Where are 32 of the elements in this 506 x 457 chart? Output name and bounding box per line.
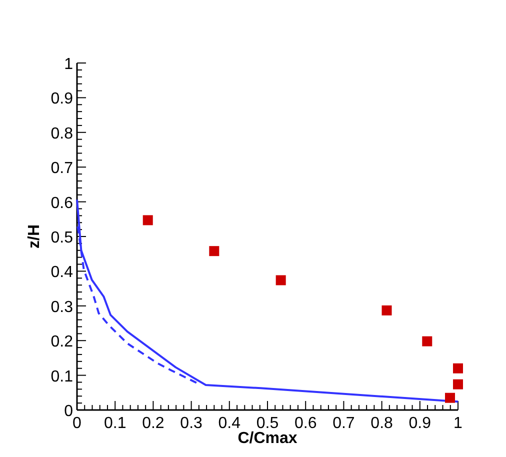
y-axis-title: z/H (26, 224, 43, 248)
x-tick-label: 0.5 (256, 415, 279, 432)
point (209, 246, 220, 256)
y-tick-label: 0.9 (50, 90, 74, 108)
y-tick-label: 0.2 (50, 334, 74, 351)
point (453, 363, 463, 374)
x-tick-label: 0.6 (294, 415, 317, 432)
x-tick-label: 1 (454, 415, 463, 432)
point (445, 392, 455, 403)
y-tick-label: 0.7 (50, 160, 74, 178)
x-tick-label: 0.4 (218, 415, 241, 432)
y-tick-label: 0 (64, 403, 74, 420)
y-tick-label: 0.6 (50, 194, 74, 212)
y-tick-label: 1 (64, 56, 74, 73)
x-tick-label: 0.3 (180, 415, 203, 432)
x-tick-label: 0.2 (142, 415, 164, 432)
y-tick-label: 0.8 (50, 125, 74, 142)
point (142, 215, 153, 226)
x-tick-label: 0.1 (104, 415, 126, 432)
point (422, 336, 432, 346)
point (276, 275, 286, 286)
x-tick-label: 0.7 (332, 415, 355, 432)
y-tick-label: 0.1 (50, 368, 74, 386)
x-axis-title: C/Cmax (238, 430, 298, 447)
y-tick-label: 0.4 (50, 264, 74, 282)
y-tick-label: 0.3 (50, 298, 74, 316)
line-series (76, 198, 459, 403)
point (382, 305, 392, 316)
x-tick-label: 0.8 (370, 415, 394, 432)
y-tick-label: 0.5 (50, 230, 74, 246)
x-tick-label: 0.9 (408, 415, 432, 432)
point (453, 379, 463, 390)
